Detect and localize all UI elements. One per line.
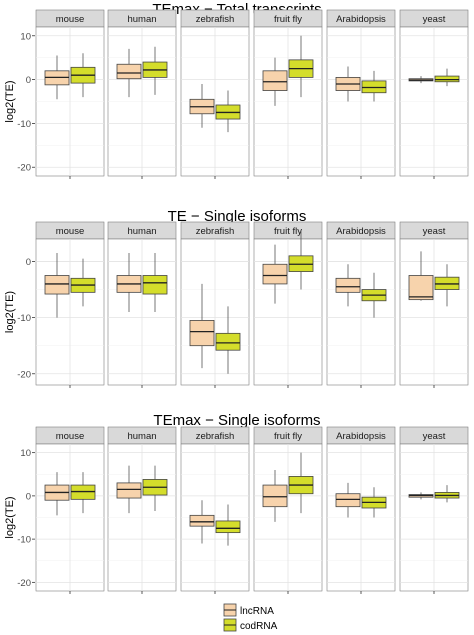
facet-yeast: yeast [399, 9, 469, 179]
facet-mouse: mouse [35, 426, 105, 594]
y-axis-label: log2(TE) [4, 496, 16, 538]
facet-label: zebrafish [196, 431, 235, 442]
box-codrna [142, 275, 168, 295]
box-lncrna [335, 277, 361, 293]
facet-fruit-fly: fruit fly [253, 221, 323, 388]
y-tick-label: -20 [17, 163, 31, 174]
y-tick-label: 0 [26, 75, 31, 86]
y-tick-label: 10 [20, 31, 31, 42]
box-lncrna [262, 70, 288, 91]
panel-title: TEmax − Single isoforms [153, 412, 320, 429]
panel-2: TE − Single isoforms log2(TE) 0 -10 -20 mouse… [4, 208, 469, 388]
box-lncrna [262, 484, 288, 508]
facet-arabidopsis: Arabidopsis [326, 426, 396, 594]
y-tick-label: -10 [17, 313, 31, 324]
facet-label: zebrafish [196, 14, 235, 25]
facet-label: Arabidopsis [336, 226, 386, 237]
facet-label: human [127, 431, 156, 442]
facet-yeast: yeast [399, 426, 469, 594]
y-tick-label: 0 [26, 491, 31, 502]
y-axis-label: log2(TE) [4, 80, 16, 122]
facet-fruit-fly: fruit fly [253, 9, 323, 179]
facet-label: fruit fly [274, 14, 302, 25]
facet-label: human [127, 14, 156, 25]
legend-label: lncRNA [240, 606, 274, 617]
facet-arabidopsis: Arabidopsis [326, 9, 396, 179]
facet-label: Arabidopsis [336, 14, 386, 25]
facet-human: human [107, 426, 177, 594]
box-codrna [361, 80, 387, 94]
panel-1: TEmax − Total transcriptslog2(TE)100-10-… [4, 1, 469, 179]
legend-label: codRNA [240, 621, 278, 632]
facet-fruit-fly: fruit fly [253, 426, 323, 594]
panel-3: TEmax − Single isoforms log2(TE) 10 0 -10 -20… [4, 412, 469, 594]
y-tick-label: 0 [26, 257, 31, 268]
box-codrna [215, 332, 241, 351]
facet-label: mouse [56, 14, 85, 25]
y-tick-label: -10 [17, 119, 31, 130]
facet-mouse: mouse [35, 221, 105, 388]
box-lncrna [44, 275, 70, 295]
facet-label: mouse [56, 431, 85, 442]
y-tick-label: -10 [17, 535, 31, 546]
box-lncrna [189, 514, 215, 527]
box-codrna [434, 75, 460, 83]
box-codrna [215, 520, 241, 534]
facet-arabidopsis: Arabidopsis [326, 221, 396, 388]
box-lncrna [189, 320, 215, 347]
facet-human: human [107, 9, 177, 179]
box-lncrna [116, 63, 142, 80]
facet-label: fruit fly [274, 431, 302, 442]
facet-label: human [127, 226, 156, 237]
facet-label: mouse [56, 226, 85, 237]
y-tick-label: -20 [17, 578, 31, 589]
y-tick-label: 10 [20, 448, 31, 459]
facet-human: human [107, 221, 177, 388]
y-tick-label: -20 [17, 369, 31, 380]
box-lncrna [116, 482, 142, 499]
panel-title: TE − Single isoforms [168, 208, 307, 225]
legend: lncRNA codRNA [223, 603, 278, 632]
facet-label: fruit fly [274, 226, 302, 237]
box-lncrna [335, 493, 361, 508]
facet-mouse: mouse [35, 9, 105, 179]
box-lncrna [408, 275, 434, 301]
facet-label: yeast [423, 14, 446, 25]
facet-label: zebrafish [196, 226, 235, 237]
facet-yeast: yeast [399, 221, 469, 388]
facet-label: yeast [423, 431, 446, 442]
facet-zebrafish: zebrafish [180, 9, 250, 179]
facet-label: Arabidopsis [336, 431, 386, 442]
facet-zebrafish: zebrafish [180, 221, 250, 388]
facet-zebrafish: zebrafish [180, 426, 250, 594]
facet-label: yeast [423, 226, 446, 237]
y-axis-label: log2(TE) [4, 291, 16, 333]
box-lncrna [262, 263, 288, 285]
